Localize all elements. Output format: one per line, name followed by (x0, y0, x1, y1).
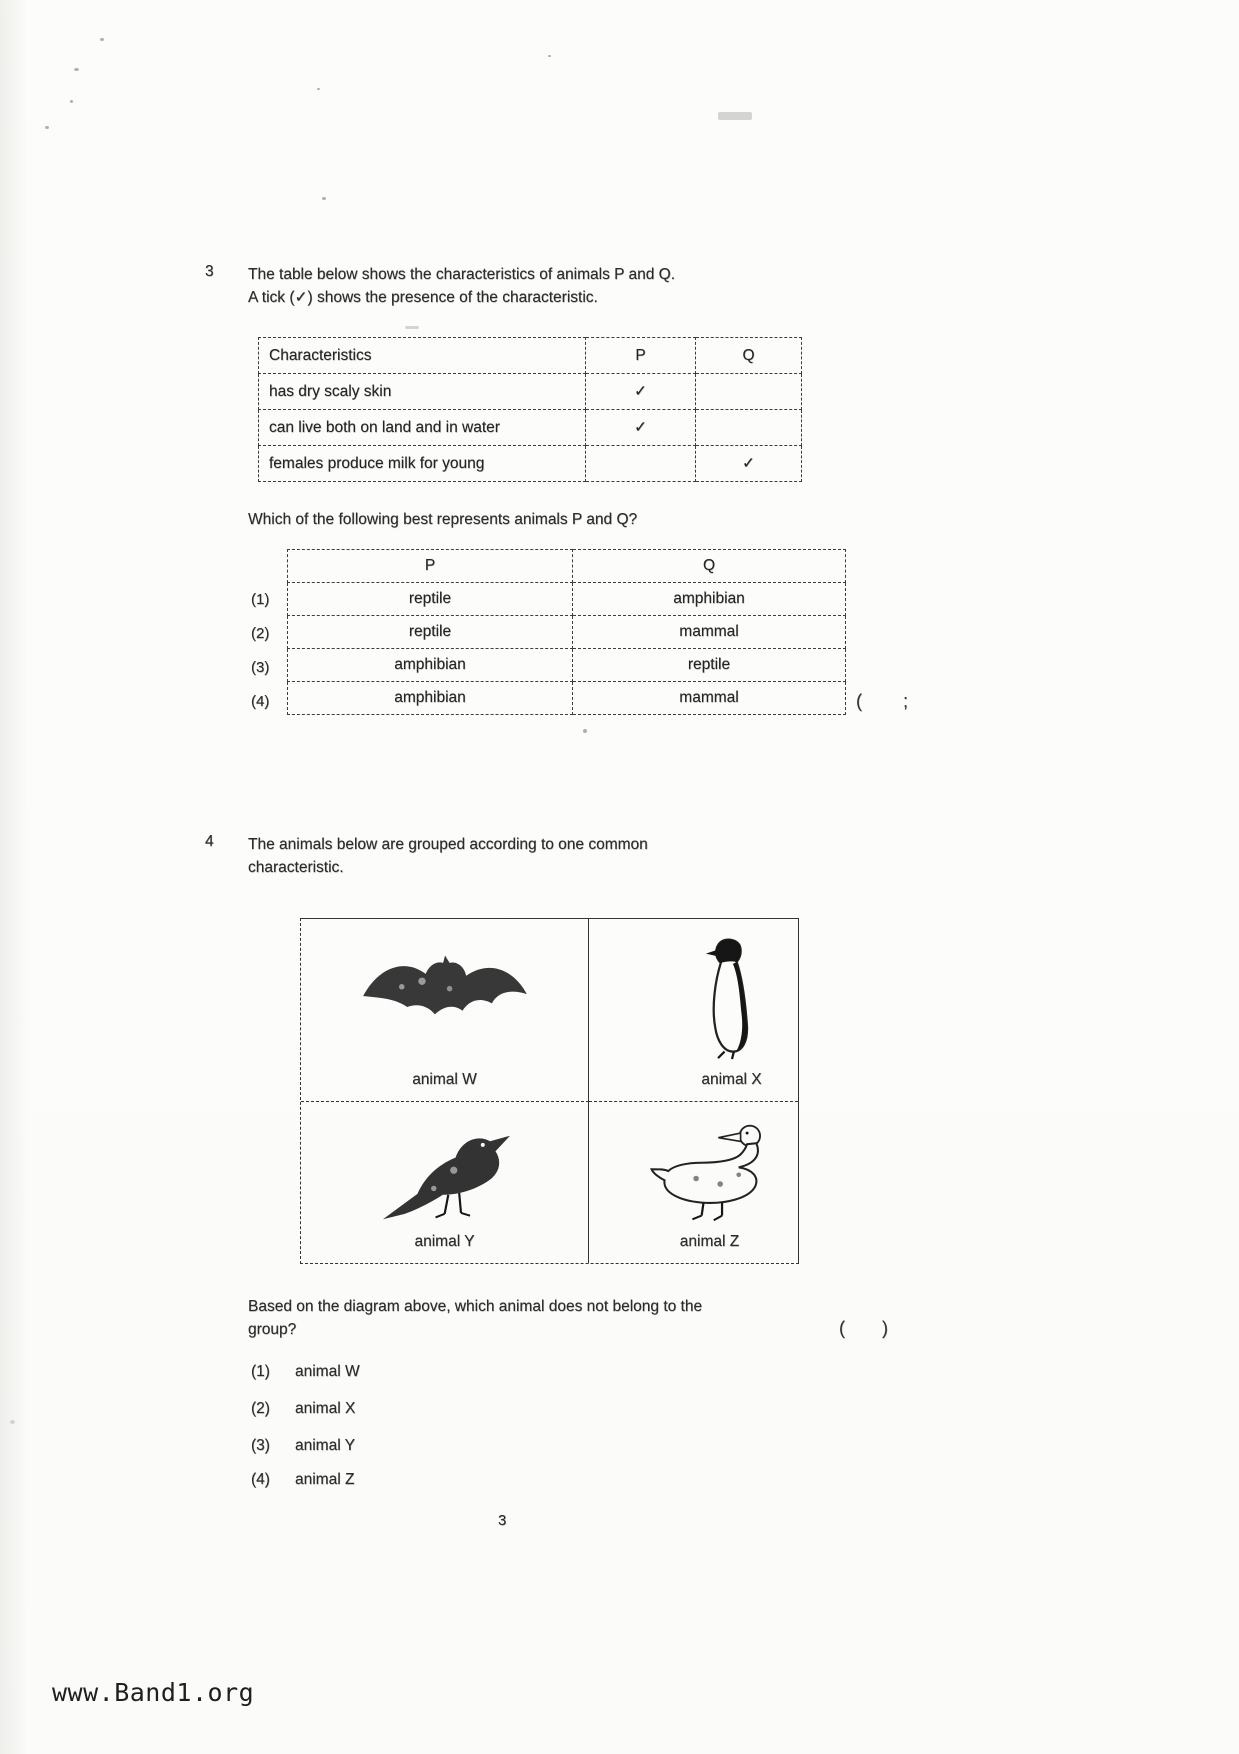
option-q-value: mammal (572, 615, 846, 649)
option-number: (4) (251, 693, 270, 710)
characteristic-label: females produce milk for young (258, 445, 586, 482)
scan-speck (45, 126, 49, 129)
table-row: can live both on land and in water ✓ (258, 409, 802, 446)
option-q-value: reptile (572, 648, 846, 682)
scan-speck (74, 68, 79, 71)
animal-y-label: animal Y (414, 1233, 475, 1250)
q4-option-4: (4) animal Z (251, 1471, 354, 1489)
option-label: animal W (295, 1363, 360, 1380)
scan-smudge (718, 112, 752, 120)
animal-grid: animal W animal X animal Y (300, 918, 799, 1264)
answer-bracket-open: ( (856, 691, 862, 711)
answer-options-table: P Q reptile amphibian reptile mammal amp… (287, 549, 846, 715)
table-row: females produce milk for young ✓ (258, 445, 802, 482)
table-row: reptile mammal (287, 615, 846, 649)
scan-speck (322, 197, 326, 200)
question-4-subprompt-line2: group? (248, 1321, 297, 1338)
penguin-icon (705, 938, 748, 1060)
question-4-subprompt: Based on the diagram above, which animal… (248, 1295, 702, 1341)
page-number: 3 (498, 1512, 507, 1529)
header-p: P (287, 549, 573, 583)
answer-bracket-close: ) (882, 1318, 888, 1338)
q4-option-2: (2) animal X (251, 1400, 355, 1418)
header-characteristics: Characteristics (258, 337, 586, 374)
answer-bracket-open: ( (839, 1318, 845, 1338)
option-q-value: amphibian (572, 582, 846, 616)
question-3-number: 3 (205, 263, 214, 280)
question-3-prompt-line2: A tick (✓) shows the presence of the cha… (248, 289, 598, 306)
option-number: (2) (251, 1400, 270, 1417)
footer-url: www.Band1.org (52, 1678, 255, 1707)
animal-w-label: animal W (412, 1071, 477, 1088)
animal-y-cell: animal Y (301, 1102, 589, 1263)
sparrow-icon (382, 1135, 510, 1219)
question-3-prompt: The table below shows the characteristic… (248, 263, 675, 309)
tick-cell: ✓ (695, 445, 802, 482)
header-q: Q (695, 337, 802, 374)
table-header-row: P Q (287, 549, 846, 583)
question-4-subprompt-line1: Based on the diagram above, which animal… (248, 1298, 703, 1315)
tick-cell: ✓ (585, 409, 696, 446)
question-4-number: 4 (205, 833, 214, 850)
option-number: (3) (251, 659, 270, 676)
option-number: (1) (251, 591, 270, 608)
animal-x-label: animal X (701, 1071, 762, 1088)
duck-icon (649, 1124, 761, 1221)
option-number: (1) (251, 1363, 270, 1380)
header-q: Q (572, 549, 846, 583)
table-row: has dry scaly skin ✓ (258, 373, 802, 410)
animal-z-label: animal Z (679, 1233, 740, 1250)
question-3-subprompt: Which of the following best represents a… (248, 511, 638, 528)
option-number: (3) (251, 1437, 270, 1454)
tick-cell (585, 445, 696, 482)
question-4-prompt-line1: The animals below are grouped according … (248, 836, 648, 853)
option-p-value: reptile (287, 615, 573, 649)
scan-speck (317, 88, 320, 90)
answer-bracket-close: ; (903, 691, 909, 711)
scan-speck (70, 100, 73, 103)
option-p-value: reptile (287, 582, 573, 616)
table-row: reptile amphibian (287, 582, 846, 616)
tick-cell (695, 409, 802, 446)
characteristic-label: can live both on land and in water (258, 409, 586, 446)
animal-x-cell: animal X (589, 919, 798, 1102)
question-4-prompt-line2: characteristic. (248, 859, 344, 876)
option-number: (2) (251, 625, 270, 642)
animal-w-cell: animal W (301, 919, 589, 1102)
option-number: (4) (251, 1471, 270, 1488)
option-p-value: amphibian (287, 681, 573, 715)
animal-z-cell: animal Z (589, 1102, 798, 1263)
question-3-prompt-line1: The table below shows the characteristic… (248, 266, 676, 283)
header-p: P (585, 337, 696, 374)
tick-cell: ✓ (585, 373, 696, 410)
option-label: animal Y (295, 1437, 356, 1454)
bat-icon (362, 955, 527, 1015)
q4-option-3: (3) animal Y (251, 1437, 355, 1455)
scan-speck (583, 729, 587, 733)
option-label: animal Z (295, 1471, 355, 1488)
scan-speck (100, 38, 104, 41)
characteristic-label: has dry scaly skin (258, 373, 586, 410)
q4-option-1: (1) animal W (251, 1363, 360, 1381)
table-header-row: Characteristics P Q (258, 337, 802, 374)
scan-speck (548, 55, 551, 57)
table-row: amphibian reptile (287, 648, 846, 682)
tick-cell (695, 373, 802, 410)
option-p-value: amphibian (287, 648, 573, 682)
scan-speck (10, 1420, 15, 1424)
option-label: animal X (295, 1400, 356, 1417)
question-4-prompt: The animals below are grouped according … (248, 833, 648, 879)
option-q-value: mammal (572, 681, 846, 715)
scan-smudge (405, 326, 419, 329)
table-row: amphibian mammal (287, 681, 846, 715)
characteristics-table: Characteristics P Q has dry scaly skin ✓… (258, 337, 802, 482)
